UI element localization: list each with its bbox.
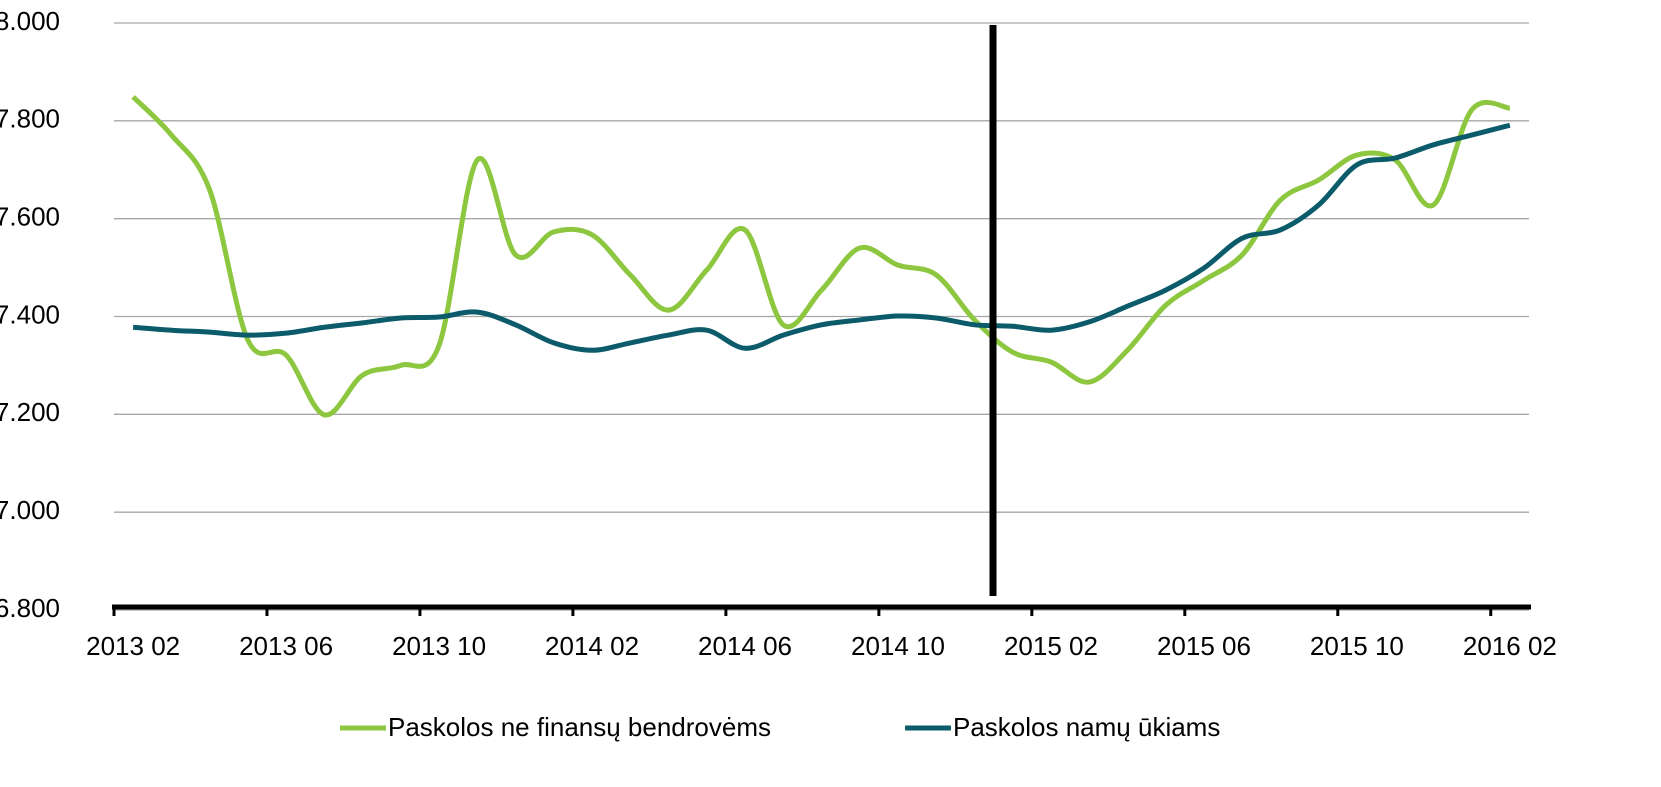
x-tick-label: 2015 10 [1310,631,1404,661]
x-tick-label: 2014 10 [851,631,945,661]
x-tick-label: 2015 02 [1004,631,1098,661]
x-tick-label: 2013 06 [239,631,333,661]
legend-label: Paskolos ne finansų bendrovėms [388,712,771,742]
x-tick-label: 2015 06 [1157,631,1251,661]
y-tick-label: 7.800 [0,104,60,134]
y-tick-label: 6.800 [0,593,60,623]
y-tick-label: 7.200 [0,397,60,427]
x-tick-label: 2014 06 [698,631,792,661]
y-tick-label: 7.000 [0,495,60,525]
y-tick-label: 7.400 [0,299,60,329]
x-tick-label: 2013 02 [86,631,180,661]
x-tick-label: 2016 02 [1463,631,1557,661]
x-tick-label: 2013 10 [392,631,486,661]
legend-label: Paskolos namų ūkiams [953,712,1220,742]
y-tick-label: 8.000 [0,6,60,36]
y-tick-label: 7.600 [0,202,60,232]
series-line [131,95,1511,418]
x-tick-label: 2014 02 [545,631,639,661]
series-line [132,122,1511,353]
